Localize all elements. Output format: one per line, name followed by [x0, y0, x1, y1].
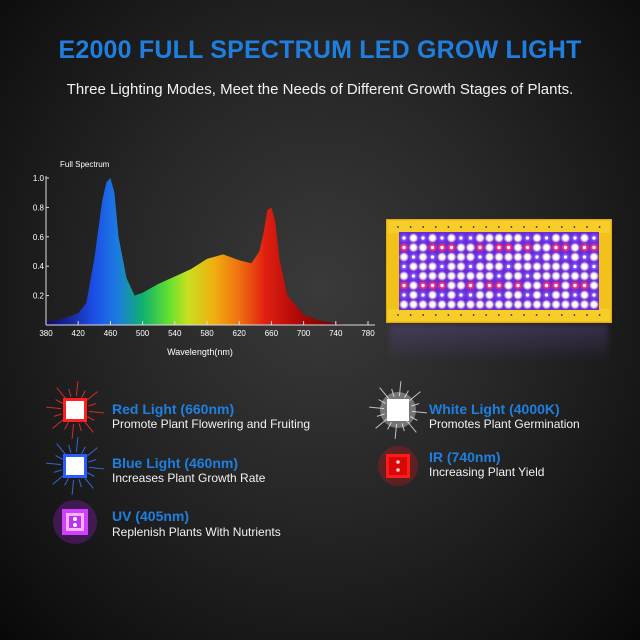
spectrum-chart: 380 420 460 500 540 580 620 660 700 740 780 0.2 0.4 0… [33, 160, 375, 357]
spectrum-area [46, 178, 368, 325]
page-title: E2000 FULL SPECTRUM LED GROW LIGHT [58, 36, 582, 64]
ir-light-icon [378, 446, 418, 486]
feature-name: Blue Light (460nm) [112, 455, 239, 471]
svg-text:1.0: 1.0 [33, 174, 45, 183]
svg-text:660: 660 [265, 329, 279, 338]
svg-text:700: 700 [297, 329, 311, 338]
led-grow-light-panel [386, 219, 612, 323]
svg-text:580: 580 [200, 329, 214, 338]
blue-light-icon [46, 437, 104, 495]
chart-title: Full Spectrum [60, 160, 110, 169]
svg-text:740: 740 [329, 329, 343, 338]
svg-text:0.6: 0.6 [33, 233, 45, 242]
svg-text:420: 420 [72, 329, 86, 338]
svg-text:0.2: 0.2 [33, 292, 45, 301]
feature-desc: Replenish Plants With Nutrients [112, 525, 281, 539]
feature-desc: Increasing Plant Yield [429, 465, 545, 479]
page-subtitle: Three Lighting Modes, Meet the Needs of … [66, 81, 574, 98]
white-light-icon [369, 381, 427, 439]
panel-reflection [390, 325, 608, 365]
feature-desc: Promote Plant Flowering and Fruiting [112, 417, 311, 431]
feature-name: White Light (4000K) [429, 401, 560, 417]
svg-text:780: 780 [361, 329, 375, 338]
feature-name: UV (405nm) [112, 508, 190, 524]
x-axis-label: Wavelength(nm) [167, 347, 233, 357]
svg-text:460: 460 [104, 329, 118, 338]
svg-text:0.8: 0.8 [33, 203, 45, 212]
svg-text:620: 620 [233, 329, 247, 338]
svg-text:540: 540 [168, 329, 182, 338]
chart-axes: 380 420 460 500 540 580 620 660 700 740 780 0.2 0.4 0… [33, 174, 375, 338]
feature-desc: Increases Plant Growth Rate [112, 471, 266, 485]
feature-name: IR (740nm) [429, 449, 501, 465]
red-light-icon [46, 381, 104, 439]
feature-name: Red Light (660nm) [112, 401, 235, 417]
svg-text:380: 380 [39, 329, 53, 338]
feature-desc: Promotes Plant Germination [429, 417, 580, 431]
svg-text:0.4: 0.4 [33, 262, 45, 271]
svg-text:500: 500 [136, 329, 150, 338]
uv-light-icon [53, 500, 97, 544]
